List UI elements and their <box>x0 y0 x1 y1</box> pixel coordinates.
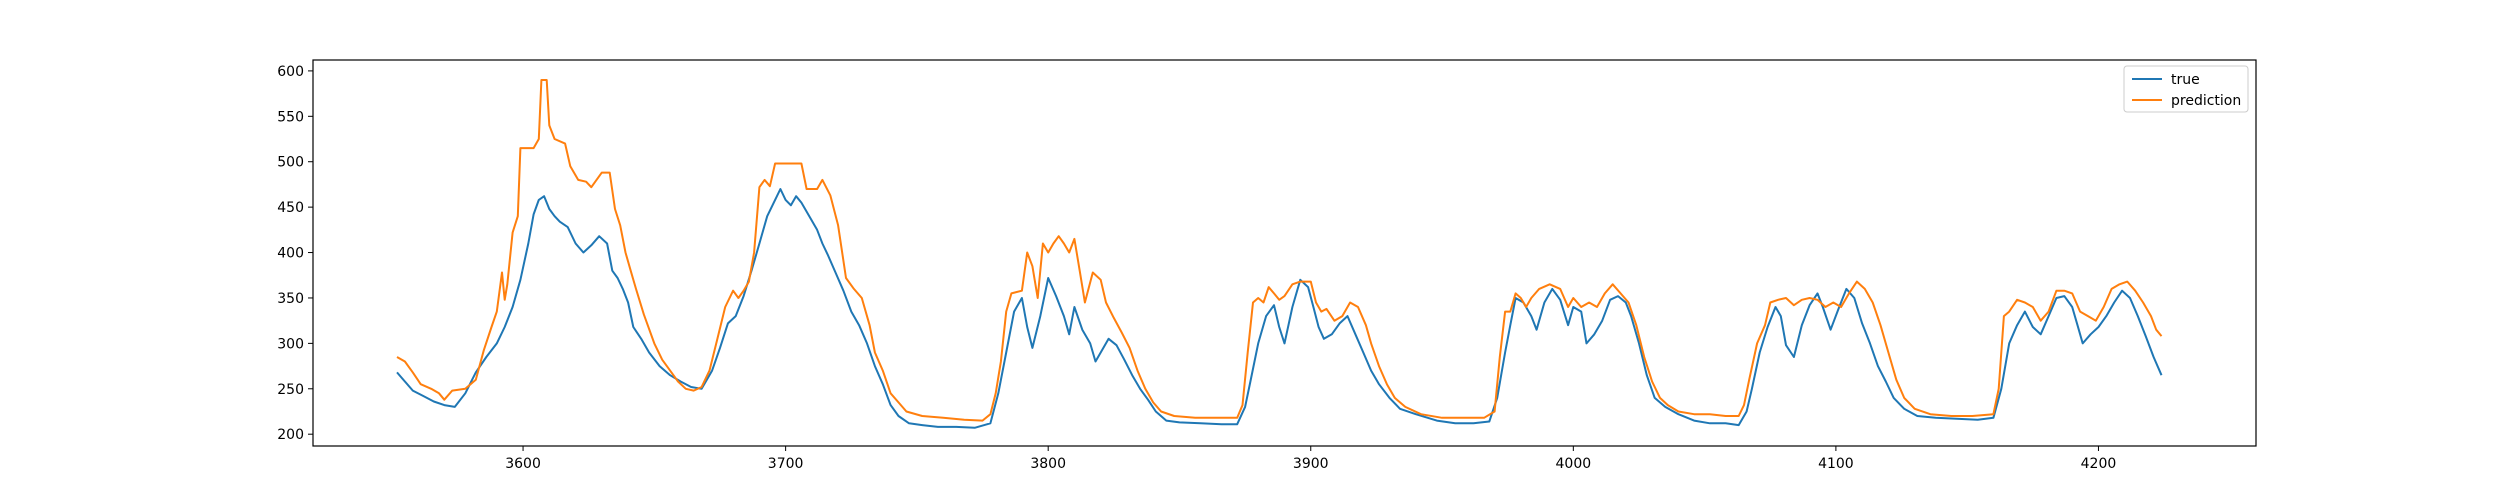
x-tick-label: 3600 <box>505 456 541 472</box>
legend: true prediction <box>2123 65 2249 113</box>
y-tick-label: 600 <box>277 64 304 80</box>
series-line-true <box>396 188 2163 429</box>
y-tick-label: 400 <box>277 246 304 262</box>
y-tick-label: 250 <box>277 382 304 398</box>
series-line-prediction <box>396 79 2163 422</box>
y-tick-label: 550 <box>277 109 304 125</box>
x-tick-label: 4100 <box>1818 456 1854 472</box>
y-tick-label: 500 <box>277 155 304 171</box>
legend-label-true: true <box>2171 72 2200 88</box>
x-tick-label: 4200 <box>2081 456 2117 472</box>
plot-area <box>313 60 2256 446</box>
y-axis: 200 250 300 350 400 450 500 550 600 <box>277 64 313 443</box>
y-tick-label: 350 <box>277 291 304 307</box>
y-tick-label: 200 <box>277 427 304 443</box>
x-tick-label: 4000 <box>1556 456 1592 472</box>
x-tick-label: 3800 <box>1030 456 1066 472</box>
y-tick-label: 300 <box>277 336 304 352</box>
legend-label-prediction: prediction <box>2171 93 2241 109</box>
x-tick-label: 3900 <box>1293 456 1329 472</box>
x-tick-label: 3700 <box>768 456 804 472</box>
y-tick-label: 450 <box>277 200 304 216</box>
x-axis: 3600 3700 3800 3900 4000 4100 4200 <box>505 446 2116 472</box>
series-layer <box>396 79 2163 429</box>
